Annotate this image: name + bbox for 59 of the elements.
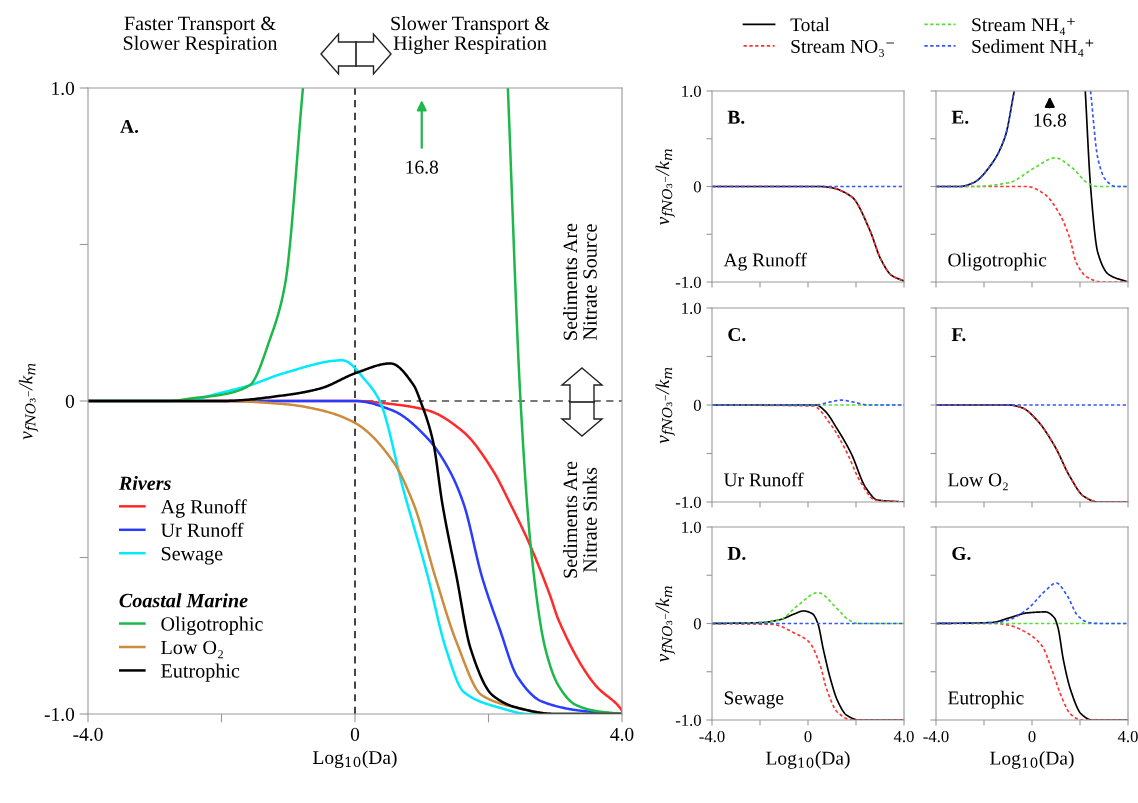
text: Slower Transport & Higher Respiration	[391, 16, 550, 54]
annotation: Ur Runoff	[723, 472, 804, 487]
x-tick-label: -4.0	[923, 730, 949, 743]
legend-label: Ag Runoff	[160, 499, 247, 518]
x-axis-title: Log$_{10}$(Da)	[990, 751, 1074, 769]
y-tick-label: -1.0	[675, 276, 701, 289]
annotation: Oligotrophic	[948, 252, 1047, 271]
annotation: A.	[120, 119, 139, 134]
text: Faster Transport & Slower Respiration	[123, 16, 278, 54]
y-tick-label: 1.0	[52, 81, 75, 96]
legend-label: Low O₂	[161, 640, 223, 659]
x-axis-title: Log$_{10}$(Da)	[766, 751, 850, 769]
x-tick-label: -4.0	[73, 727, 103, 741]
annotation: 16.8	[406, 160, 439, 174]
y-tick-label: 0	[65, 394, 75, 408]
annotation: Low O₂	[948, 473, 1008, 491]
y-axis-title: v$_{fNO₃⁻}$/k$_{m}$	[655, 586, 675, 663]
x-tick-label: 0	[1028, 730, 1036, 743]
annotation: Rivers	[118, 475, 171, 491]
legend-label: Sewage	[161, 546, 223, 565]
y-axis-title: v$_{fNO₃⁻}$/k$_{m}$	[18, 363, 39, 440]
legend-label: Stream NH₄⁺	[972, 17, 1075, 36]
annotation: F.	[951, 328, 966, 342]
x-tick-label: 0	[350, 727, 360, 741]
y-tick-label: 0	[693, 399, 701, 411]
annotation: D.	[727, 547, 746, 561]
y-tick-label: -1.0	[675, 496, 701, 509]
x-tick-label: -4.0	[699, 730, 725, 743]
y-tick-label: -1.0	[675, 714, 701, 727]
y-axis-title: v$_{fNO₃⁻}$/k$_{m}$	[655, 149, 675, 226]
y-tick-label: 1.0	[682, 302, 701, 315]
legend-label: Sediment NH₄⁺	[972, 39, 1094, 57]
y-tick-label: -1.0	[44, 707, 75, 722]
x-tick-label: 4.0	[893, 730, 914, 743]
annotation: 16.8	[1034, 113, 1067, 127]
y-axis-title: v$_{fNO₃⁻}$/k$_{m}$	[655, 367, 675, 444]
y-tick-label: 1.0	[682, 85, 701, 98]
y-tick-label: 0	[693, 181, 701, 193]
x-tick-label: 4.0	[610, 727, 634, 741]
annotation: Sediments Are Nitrate Sinks	[562, 461, 597, 578]
legend-label: Eutrophic	[161, 663, 240, 682]
annotation: Coastal Marine	[119, 593, 248, 608]
x-tick-label: 4.0	[1117, 730, 1138, 743]
annotation: Sewage	[724, 691, 784, 709]
x-tick-label: 0	[804, 730, 812, 743]
legend-label: Total	[790, 17, 830, 32]
annotation: Eutrophic	[948, 690, 1024, 709]
annotation: Sediments Are Nitrate Source	[562, 223, 597, 340]
y-tick-label: 1.0	[682, 521, 701, 534]
annotation: Ag Runoff	[723, 252, 807, 271]
annotation: E.	[951, 110, 969, 124]
annotation: B.	[727, 110, 745, 124]
legend-label: Stream NO₃⁻	[791, 39, 894, 57]
legend-label: Ur Runoff	[160, 522, 244, 538]
legend-label: Oligotrophic	[161, 616, 263, 635]
y-tick-label: 0	[693, 618, 701, 630]
annotation: G.	[952, 546, 971, 561]
x-axis-title: Log$_{10}$(Da)	[313, 750, 397, 769]
annotation: C.	[728, 328, 746, 342]
